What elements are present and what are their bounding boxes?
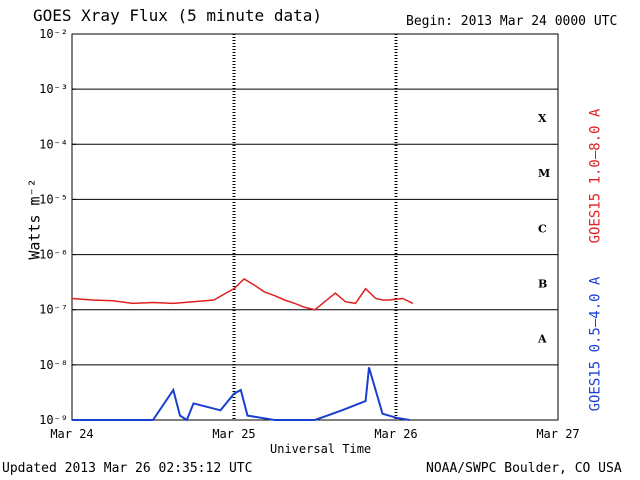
plot-frame [71, 33, 559, 421]
x-tick-label: Mar 25 [212, 427, 255, 441]
y-tick-label: 10⁻⁸ [39, 358, 68, 372]
series-line-long-channel [71, 278, 414, 311]
series-line-short-channel [72, 367, 410, 422]
y-tick-label: 10⁻⁵ [39, 192, 68, 206]
flare-class-label: A [537, 333, 547, 346]
y-tick-label: 10⁻⁷ [39, 303, 68, 317]
credit-text: NOAA/SWPC Boulder, CO USA [426, 461, 622, 476]
begin-timestamp: Begin: 2013 Mar 24 0000 UTC [406, 14, 618, 29]
flare-class-label: B [538, 277, 547, 290]
flare-class-label: M [538, 167, 550, 180]
x-axis-label: Universal Time [270, 442, 372, 456]
y-tick-label: 10⁻² [39, 27, 68, 41]
x-tick-label: Mar 24 [50, 427, 93, 441]
flare-class-label: C [538, 222, 547, 235]
y-tick-label: 10⁻³ [39, 82, 68, 96]
updated-timestamp: Updated 2013 Mar 26 02:35:12 UTC [2, 461, 253, 476]
x-tick-label: Mar 27 [536, 427, 579, 441]
y-tick-label: 10⁻⁹ [39, 413, 68, 427]
x-tick-label: Mar 26 [374, 427, 417, 441]
y-tick-label: 10⁻⁴ [39, 137, 68, 151]
flare-class-label: X [538, 112, 547, 125]
chart-title: GOES Xray Flux (5 minute data) [33, 6, 322, 25]
y-tick-label: 10⁻⁶ [39, 248, 68, 262]
